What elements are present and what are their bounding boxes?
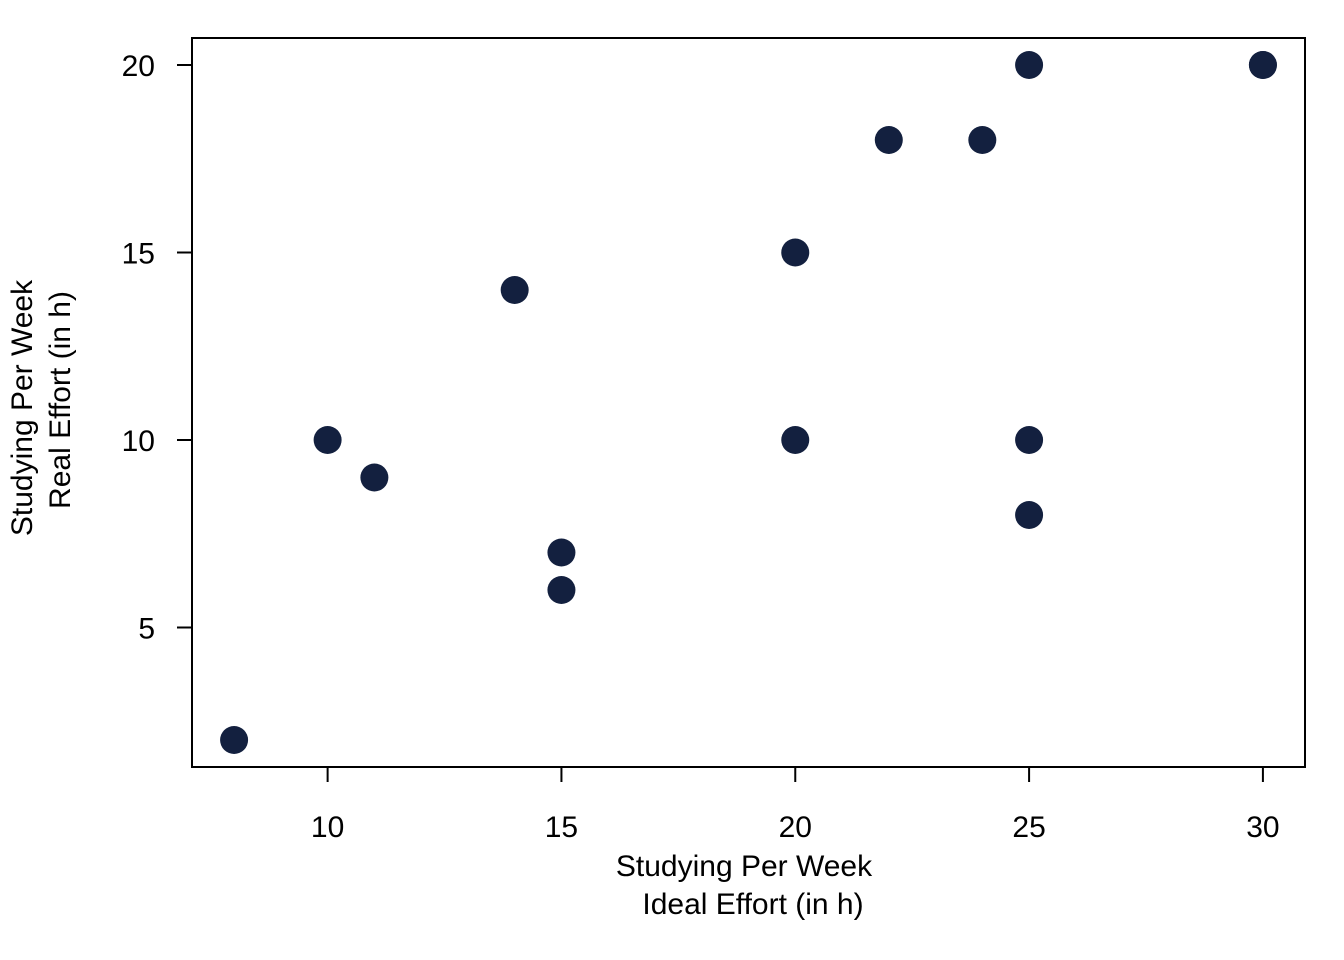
x-tick-label: 25 — [1012, 811, 1045, 844]
y-axis-label-line-2: Real Effort (in h) — [44, 291, 77, 509]
scatter-point — [874, 126, 903, 154]
scatter-point — [781, 238, 810, 267]
x-tick-label: 10 — [311, 811, 344, 844]
scatter-point — [1015, 51, 1044, 79]
scatter-point — [968, 126, 997, 154]
data-points — [220, 51, 1277, 754]
scatter-point — [360, 463, 389, 492]
scatter-point — [547, 576, 576, 604]
plot-frame — [191, 37, 1306, 768]
scatter-point — [1015, 501, 1044, 529]
scatter-point — [1015, 426, 1044, 454]
scatter-point — [1248, 51, 1277, 79]
y-tick-label: 20 — [122, 50, 155, 83]
x-axis-label-line-2: Ideal Effort (in h) — [642, 888, 863, 921]
scatter-point — [500, 276, 529, 304]
y-tick-label: 5 — [138, 613, 155, 646]
x-tick-label: 20 — [779, 811, 812, 844]
scatter-point — [547, 538, 576, 567]
y-tick-label: 10 — [122, 425, 155, 458]
scatter-point — [781, 426, 810, 454]
scatter-point — [220, 726, 249, 754]
y-tick-label: 15 — [122, 238, 155, 271]
x-tick-label: 15 — [545, 811, 578, 844]
y-axis: 5 10 15 20 — [122, 50, 193, 646]
y-axis-label-line-1: Studying Per Week — [6, 279, 39, 536]
x-tick-label: 30 — [1246, 811, 1279, 844]
scatter-point — [313, 426, 342, 454]
x-axis: 10 15 20 25 30 — [311, 766, 1280, 844]
x-axis-label-line-1: Studying Per Week — [616, 850, 873, 883]
